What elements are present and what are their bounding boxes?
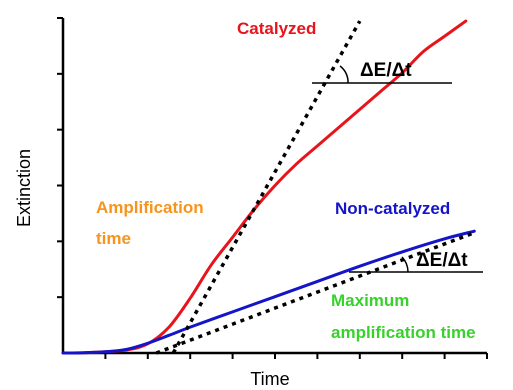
y-axis-label: Extinction (14, 149, 34, 227)
slope-label-upper: ΔE/Δt (360, 60, 412, 81)
slope-arc-lower (401, 256, 409, 273)
amplification-time-label-line1: Amplification (96, 198, 204, 217)
tangent-group (155, 20, 475, 355)
max-amplification-label-line2: amplification time (331, 323, 476, 342)
max-amplification-label-line1: Maximum (331, 291, 409, 310)
non-catalyzed-curve (61, 229, 476, 355)
slope-label-lower: ΔE/Δt (416, 250, 468, 271)
x-axis-label: Time (250, 369, 289, 389)
series-group (61, 19, 476, 355)
catalyzed-label: Catalyzed (237, 19, 316, 38)
amplification-time-label-line2: time (96, 229, 131, 248)
slope-arc-upper (339, 65, 349, 84)
non-catalyzed-label: Non-catalyzed (335, 199, 450, 218)
axis-ticks (57, 17, 488, 359)
tangent-non-catalyzed (155, 231, 475, 355)
tangent-catalyzed (171, 20, 362, 354)
